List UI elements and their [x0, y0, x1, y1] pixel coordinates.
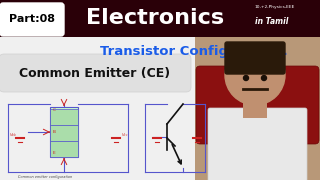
Text: Electronics: Electronics [86, 8, 224, 28]
FancyBboxPatch shape [0, 54, 191, 92]
Text: Part:08: Part:08 [9, 14, 55, 24]
Bar [243, 98, 267, 118]
FancyBboxPatch shape [225, 42, 285, 74]
Circle shape [244, 75, 249, 80]
Bar [195, 37, 320, 180]
Text: Common emitter configuration: Common emitter configuration [18, 175, 72, 179]
FancyBboxPatch shape [208, 108, 307, 180]
Text: $V_{cc}$: $V_{cc}$ [121, 131, 129, 139]
Text: B: B [53, 130, 56, 134]
Circle shape [261, 75, 267, 80]
FancyBboxPatch shape [0, 3, 64, 36]
Text: $V_{bb}$: $V_{bb}$ [9, 131, 17, 139]
FancyBboxPatch shape [196, 66, 319, 144]
Bar [50, 125, 78, 141]
Bar [50, 109, 78, 125]
Text: Transistor Configuration.: Transistor Configuration. [100, 44, 288, 57]
Bar [50, 141, 78, 157]
Bar [50, 107, 78, 157]
Text: E: E [53, 151, 56, 155]
Bar [0, 0, 320, 37]
Text: Common Emitter (CE): Common Emitter (CE) [20, 66, 171, 80]
Text: 10,+2,Physics,EEE: 10,+2,Physics,EEE [255, 5, 295, 9]
Bar [0, 37, 320, 180]
Bar [195, 37, 320, 180]
Text: C: C [53, 108, 56, 112]
Circle shape [225, 45, 285, 105]
Text: in Tamil: in Tamil [255, 17, 289, 26]
